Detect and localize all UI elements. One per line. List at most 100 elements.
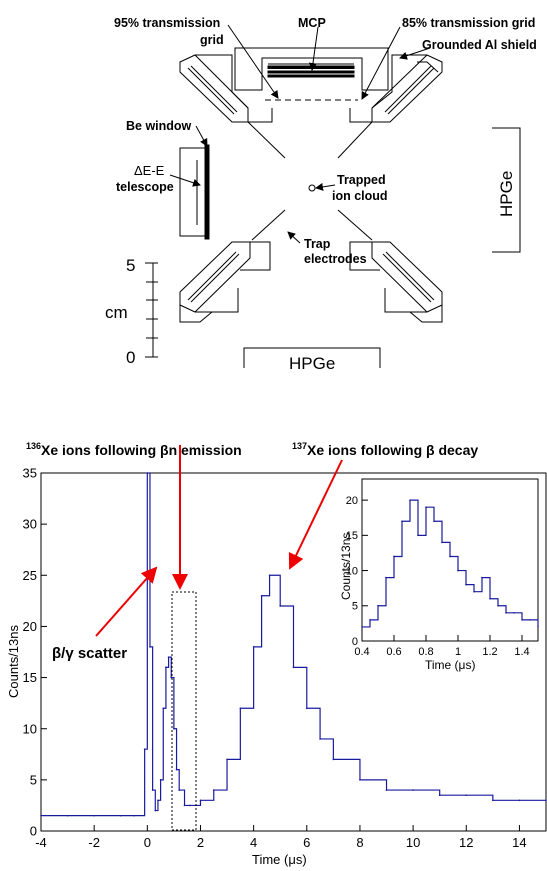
main-ytick-label: 15 xyxy=(23,670,37,685)
scale-label-unit: cm xyxy=(105,303,128,322)
inset-series-group xyxy=(361,499,539,628)
inset-xtick-label: 0.6 xyxy=(386,646,401,658)
inset-data-point xyxy=(449,555,451,558)
main-xtick-label: 0 xyxy=(144,835,151,850)
label-telescope-line2: telescope xyxy=(116,180,174,194)
main-data-point xyxy=(173,727,175,730)
main-data-point xyxy=(252,646,255,648)
label-grid95-line1: 95% transmission xyxy=(114,16,220,30)
main-data-point xyxy=(175,768,178,771)
ion-cloud-dot xyxy=(308,184,316,192)
label-grid85: 85% transmission grid xyxy=(402,16,535,30)
label-grid95-line2: grid xyxy=(200,33,224,47)
inset-data-point xyxy=(529,619,531,621)
hpge-detector-right xyxy=(492,127,521,253)
main-data-point xyxy=(492,799,494,802)
main-data-point xyxy=(239,707,242,710)
inset-data-point xyxy=(473,590,475,593)
label-electrodes-line2: electrodes xyxy=(304,252,367,266)
main-data-point xyxy=(183,804,186,807)
main-xtick-label: 6 xyxy=(303,835,310,850)
main-ytick-label: 10 xyxy=(23,721,37,736)
main-data-point xyxy=(66,814,69,817)
label-ion-cloud-line2: ion cloud xyxy=(332,189,388,203)
main-data-point xyxy=(133,814,135,817)
main-data-point xyxy=(319,738,321,740)
trap-electrode-upper-left xyxy=(179,54,273,123)
main-data-point xyxy=(260,594,263,597)
main-series-0 xyxy=(41,472,546,817)
scale-bar xyxy=(145,262,158,358)
inset-data-point xyxy=(409,499,411,501)
label-mcp: MCP xyxy=(298,16,326,30)
main-data-point xyxy=(149,646,151,648)
inset-xtick-label: 1.4 xyxy=(514,646,529,658)
main-ylabel: Counts/13ns xyxy=(6,625,21,698)
inset-xtick-label: 0.4 xyxy=(354,646,369,658)
annotation-arrows xyxy=(95,445,343,637)
inset-data-point xyxy=(457,569,459,572)
inset-xlabel: Time (μs) xyxy=(425,658,475,672)
inset-data-point xyxy=(537,626,539,628)
inset-ytick-label: 0 xyxy=(352,636,358,648)
electrode-diagonal xyxy=(251,209,286,241)
label-telescope-line1: ΔE-E xyxy=(134,163,165,178)
main-data-point xyxy=(170,676,173,679)
main-data-point xyxy=(189,804,191,807)
main-series-group xyxy=(40,472,547,817)
main-ytick-label: 0 xyxy=(30,824,37,839)
inset-data-point xyxy=(425,506,427,508)
inset-data-point xyxy=(465,583,467,586)
main-xtick-label: 10 xyxy=(406,835,420,850)
main-data-point xyxy=(178,789,181,791)
inset-data-point xyxy=(417,534,419,537)
main-data-point xyxy=(162,707,165,710)
main-data-point xyxy=(332,758,335,761)
main-plot-frame xyxy=(40,472,547,832)
inset-data-point xyxy=(361,626,363,628)
inset-data-point xyxy=(481,576,483,579)
main-data-point xyxy=(146,472,149,474)
inset-xtick-label: 1.2 xyxy=(482,646,497,658)
main-ytick-label: 25 xyxy=(23,568,37,583)
main-data-point xyxy=(143,748,146,750)
main-data-point xyxy=(518,799,521,802)
inset-data-point xyxy=(489,597,491,600)
highlight-box xyxy=(171,591,197,831)
main-data-point xyxy=(438,794,441,796)
inset-data-point xyxy=(377,604,379,607)
main-data-point xyxy=(305,707,308,710)
inset-xtick-label: 1 xyxy=(455,646,461,658)
diagram-labels: 95% transmission grid MCP 85% transmissi… xyxy=(114,16,537,266)
main-xtick-label: 4 xyxy=(250,835,257,850)
main-data-point xyxy=(268,574,271,577)
trap-electrode-upper-right xyxy=(349,54,443,123)
main-ytick-label: 30 xyxy=(23,517,37,532)
main-data-point xyxy=(359,779,361,781)
main-xtick-label: -4 xyxy=(35,835,47,850)
main-ytick-label: 35 xyxy=(23,466,37,481)
main-ytick-label: 20 xyxy=(23,619,37,634)
inset-data-point xyxy=(497,604,499,607)
inset-data-point xyxy=(513,612,515,614)
main-data-point xyxy=(226,758,228,761)
inset-chart: 0.4 0.6 0.8 1 1.2 1.4 0 5 10 15 20 Time (μs) Count… xyxy=(339,478,539,672)
hpge-detector-bottom xyxy=(243,347,381,368)
annotation-scatter: β/γ scatter xyxy=(52,645,127,662)
label-hpge-bottom: HPGe xyxy=(289,354,335,373)
inset-tick-group: 0.4 0.6 0.8 1 1.2 1.4 0 5 10 15 20 xyxy=(346,495,530,658)
main-xtick-label: 2 xyxy=(197,835,204,850)
main-data-point xyxy=(119,814,122,817)
main-xtick-label: 14 xyxy=(512,835,526,850)
main-xlabel: Time (μs) xyxy=(252,852,307,867)
main-data-point xyxy=(154,809,157,812)
main-xtick-label: 12 xyxy=(459,835,473,850)
scale-label-top: 5 xyxy=(126,256,135,275)
main-data-point xyxy=(212,789,215,791)
main-data-point xyxy=(167,656,170,658)
inset-data-point xyxy=(401,520,403,523)
trap-electrode-lower-left xyxy=(179,241,271,323)
